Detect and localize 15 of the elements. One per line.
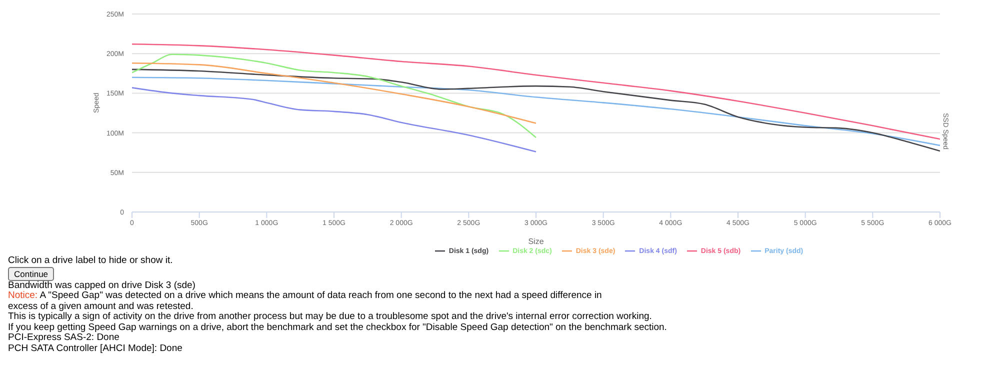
text: PCI-Express SAS-2: Done: [8, 332, 120, 344]
line-series: [132, 43, 940, 140]
x-axis-title: Size: [528, 237, 544, 246]
text: Continue: [8, 266, 54, 280]
text: Click on a drive label to hide or show it.: [8, 255, 174, 266]
line-series: [132, 76, 940, 146]
line-series: [132, 54, 537, 138]
text: This is typically a sign of activity on the drive from another process but may be due to a troublesome spot and the drive's internal error correction working.: [8, 311, 652, 322]
line-series: [132, 87, 537, 152]
line-series: [132, 62, 537, 124]
text: Bandwidth was capped on drive Disk 3 (sde): [8, 280, 196, 291]
text: PCH SATA Controller [AHCI Mode]: Done: [8, 342, 184, 354]
text: If you keep getting Speed Gap warnings on a drive, abort the benchmark and set the checkbox for "Disable Speed Gap detection" on the benchmark section.: [8, 322, 667, 333]
text: Notice: A "Speed Gap" was detected on a drive which means the amount of data reach from one second to the next had a speed difference in excess of a given amount and was retested.: [8, 290, 603, 312]
line-series: [132, 68, 940, 152]
